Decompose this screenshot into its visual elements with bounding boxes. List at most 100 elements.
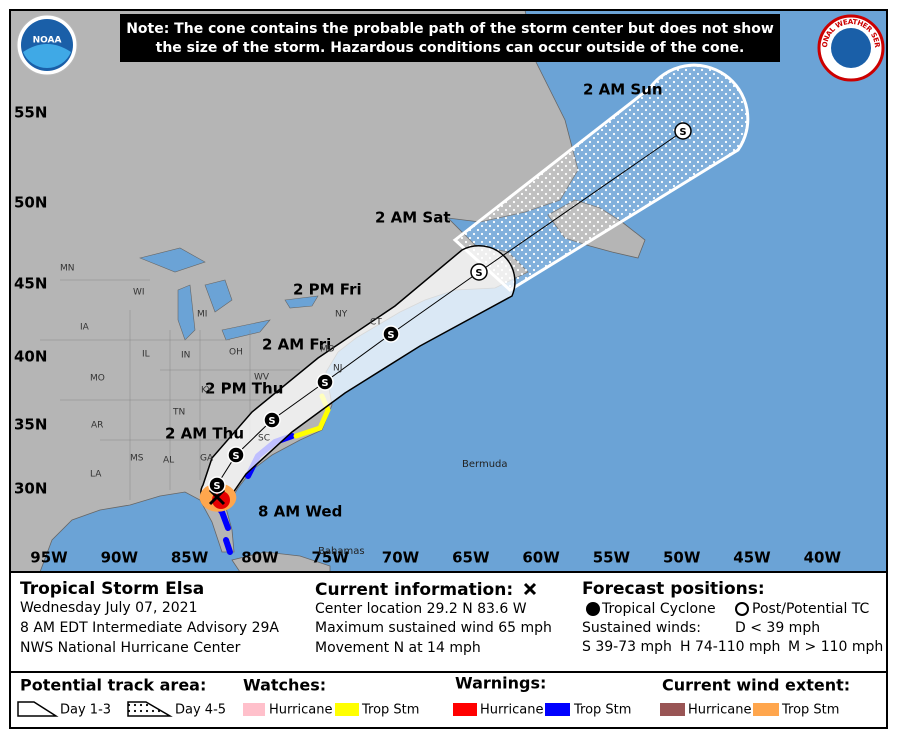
legend-title: Potential track area: xyxy=(20,676,206,695)
legend-item: Trop Stm xyxy=(573,703,631,718)
state-label: LA xyxy=(90,470,102,480)
forecast-marker xyxy=(470,263,488,281)
forecast-item: M > 110 mph xyxy=(788,639,883,655)
latitude-label: 40N xyxy=(14,348,47,366)
longitude-label: 80W xyxy=(241,549,279,567)
info-panel xyxy=(9,571,888,729)
forecast-item: S 39-73 mph xyxy=(582,639,672,655)
state-label: SC xyxy=(258,434,270,444)
forecast-item: D < 39 mph xyxy=(735,620,820,636)
forecast-marker xyxy=(227,446,245,464)
cone-day-4-5 xyxy=(452,63,750,292)
longitude-label: 55W xyxy=(593,549,631,567)
latitude-label: 45N xyxy=(14,275,47,293)
legend-title: Warnings: xyxy=(455,674,546,693)
forecast-label: 2 AM Thu xyxy=(165,425,244,443)
forecast-label: 2 AM Sat xyxy=(375,209,451,227)
legend-item: Day 1-3 xyxy=(60,703,111,718)
forecast-marker xyxy=(316,373,334,391)
forecast-label: 2 AM Sun xyxy=(583,81,663,99)
state-label: GA xyxy=(200,454,214,464)
marker-letter: S xyxy=(268,416,275,427)
state-label: WV xyxy=(254,373,270,383)
forecast-item: Sustained winds: xyxy=(582,620,701,636)
latitude-label: 35N xyxy=(14,416,47,434)
longitude-label: 95W xyxy=(30,549,68,567)
hurricane-wind-swatch xyxy=(660,703,685,716)
latitude-label: 55N xyxy=(14,104,47,122)
longitude-label: 60W xyxy=(522,549,560,567)
state-label: IL xyxy=(142,350,150,360)
current-line: Movement N at 14 mph xyxy=(315,640,481,656)
storm-title: Tropical Storm Elsa xyxy=(20,579,204,599)
state-label: CT xyxy=(370,318,382,328)
state-label: MN xyxy=(60,264,75,274)
state-label: IA xyxy=(80,323,90,333)
marker-letter: S xyxy=(387,330,394,341)
day13-icon xyxy=(17,701,59,717)
state-borders xyxy=(40,279,300,500)
noaa-logo: NOAA xyxy=(16,14,78,76)
marker-letter: S xyxy=(213,481,220,492)
storm-line: NWS National Hurricane Center xyxy=(20,640,241,656)
place-label: Bahamas xyxy=(318,546,365,557)
trop-storm-warning xyxy=(223,537,233,555)
storm-line: 8 AM EDT Intermediate Advisory 29A xyxy=(20,620,279,636)
current-title: Current information: xyxy=(315,580,513,600)
forecast-label: 8 AM Wed xyxy=(258,503,342,521)
state-label: WI xyxy=(133,288,145,298)
tropical-icon xyxy=(586,602,600,616)
forecast-item: H 74-110 mph xyxy=(680,639,780,655)
cuba xyxy=(231,551,331,572)
state-label: AR xyxy=(91,421,103,431)
legend-item: Hurricane xyxy=(688,703,751,718)
storm-line: Wednesday July 07, 2021 xyxy=(20,600,197,616)
state-label: MI xyxy=(197,310,207,320)
current-icon xyxy=(523,582,537,596)
state-label: MS xyxy=(130,454,144,464)
map-labels: 55N 50N 45N 40N 35N 30N 95W 90W 85W 80W 75W 70W 65W 6… xyxy=(14,81,841,567)
hurricane-watch-swatch xyxy=(243,703,265,716)
forecast-marker xyxy=(263,411,281,429)
hurricane-warning-swatch xyxy=(453,703,477,716)
note-line: Note: The cone contains the probable pat… xyxy=(126,21,774,37)
legend-title: Watches: xyxy=(243,676,326,695)
forecast-item: Post/Potential TC xyxy=(752,601,870,617)
legend-item: Trop Stm xyxy=(361,703,419,718)
note-box xyxy=(120,14,780,62)
trop-warning-swatch xyxy=(545,703,570,716)
forecast-label: 2 AM Fri xyxy=(262,336,331,354)
legend-item: Trop Stm xyxy=(781,703,839,718)
state-label: MO xyxy=(90,374,105,384)
latitude-label: 30N xyxy=(14,480,47,498)
trop-wind-swatch xyxy=(753,703,779,716)
map: 55N 50N 45N 40N 35N 30N 95W 90W 85W 80W 75W 70W 65W 6… xyxy=(10,10,887,572)
longitude-label: 90W xyxy=(101,549,139,567)
forecast-label: 2 PM Fri xyxy=(293,281,362,299)
legend-title: Current wind extent: xyxy=(662,676,850,695)
place-label: Bermuda xyxy=(462,459,508,470)
longitude-label: 45W xyxy=(733,549,771,567)
legend-item: Hurricane xyxy=(480,703,543,718)
state-label: AL xyxy=(163,456,174,466)
state-label: NY xyxy=(335,310,348,320)
longitude-label: 75W xyxy=(311,549,349,567)
note-line: the size of the storm. Hazardous conditi… xyxy=(156,40,745,56)
longitude-label: 40W xyxy=(804,549,842,567)
forecast-title: Forecast positions: xyxy=(582,579,765,599)
forecast-marker xyxy=(382,325,400,343)
trop-watch-swatch xyxy=(335,703,359,716)
latitude-label: 50N xyxy=(14,194,47,212)
longitude-label: 50W xyxy=(663,549,701,567)
forecast-marker xyxy=(674,122,692,140)
current-line: Center location 29.2 N 83.6 W xyxy=(315,601,527,617)
state-label: MD xyxy=(320,345,335,355)
logo-text: NOAA xyxy=(33,36,62,46)
state-label: IN xyxy=(181,351,190,361)
great-lakes xyxy=(139,247,319,341)
state-label: KY xyxy=(201,386,213,396)
legend-item: Hurricane xyxy=(269,703,332,718)
cone-day-4-5-tint xyxy=(455,65,748,290)
longitude-label: 70W xyxy=(382,549,420,567)
